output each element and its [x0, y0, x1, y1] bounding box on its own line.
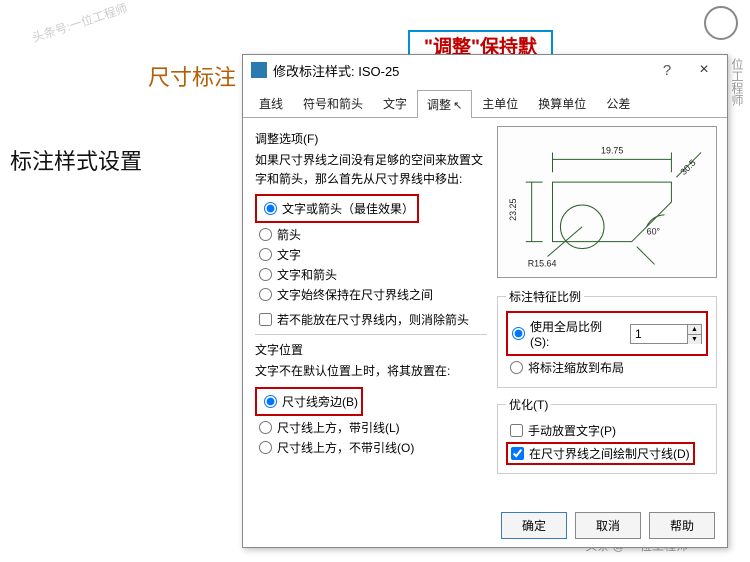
opt-text-label: 文字 — [277, 246, 301, 263]
tab-symbols[interactable]: 符号和箭头 — [293, 89, 373, 117]
opt-scale-layout[interactable]: 将标注缩放到布局 — [510, 359, 708, 376]
opt-manual-place-label: 手动放置文字(P) — [528, 422, 616, 439]
opt-best-fit-label: 文字或箭头（最佳效果） — [282, 200, 414, 217]
fit-group-label: 调整选项(F) — [255, 130, 487, 147]
scale-legend: 标注特征比例 — [506, 288, 584, 305]
highlight-fit-best: 文字或箭头（最佳效果） — [255, 194, 419, 223]
opt-best-fit[interactable]: 文字或箭头（最佳效果） — [264, 200, 414, 217]
dialog-title: 修改标注样式: ISO-25 — [273, 61, 647, 80]
page-title: 尺寸标注 — [148, 60, 236, 92]
radio-both[interactable] — [259, 268, 272, 281]
tuning-group: 优化(T) 手动放置文字(P) 在尺寸界线之间绘制尺寸线(D) — [497, 396, 717, 474]
cursor-icon: ↖ — [453, 100, 462, 112]
cancel-button[interactable]: 取消 — [575, 512, 641, 539]
opt-global-scale[interactable]: 使用全局比例(S): — [512, 318, 618, 349]
dim-top: 19.75 — [601, 145, 623, 155]
radio-global-scale[interactable] — [512, 327, 525, 340]
opt-draw-dimline[interactable]: 在尺寸界线之间绘制尺寸线(D) — [511, 445, 690, 462]
radio-always[interactable] — [259, 288, 272, 301]
right-column: 19.75 23.25 30.5 R15.64 60° 标注特征比例 使用全局比… — [497, 126, 717, 482]
opt-over-noleader[interactable]: 尺寸线上方，不带引线(O) — [259, 439, 487, 456]
check-manual-place[interactable] — [510, 424, 523, 437]
tab-text[interactable]: 文字 — [373, 89, 417, 117]
opt-always[interactable]: 文字始终保持在尺寸界线之间 — [259, 286, 487, 303]
opt-beside[interactable]: 尺寸线旁边(B) — [264, 393, 358, 410]
textpos-desc: 文字不在默认位置上时，将其放置在: — [255, 362, 487, 381]
textpos-group-label: 文字位置 — [255, 341, 487, 358]
check-suppress[interactable] — [259, 313, 272, 326]
radio-over-noleader[interactable] — [259, 441, 272, 454]
section-title: 标注样式设置 — [10, 144, 142, 176]
opt-over-leader[interactable]: 尺寸线上方，带引线(L) — [259, 419, 487, 436]
highlight-scale: 使用全局比例(S): ▲▼ — [506, 311, 708, 356]
check-draw-dimline[interactable] — [511, 447, 524, 460]
opt-draw-dimline-label: 在尺寸界线之间绘制尺寸线(D) — [529, 445, 690, 462]
watermark-top-left: 头条号:一位工程师 — [30, 0, 130, 46]
tab-primary[interactable]: 主单位 — [472, 89, 528, 117]
dim-left: 23.25 — [508, 198, 518, 220]
divider — [255, 334, 487, 335]
opt-global-scale-label: 使用全局比例(S): — [530, 318, 618, 349]
watermark-side: 位工程师 — [729, 58, 746, 106]
tuning-legend: 优化(T) — [506, 396, 551, 413]
dim-r: R15.64 — [528, 258, 557, 268]
tab-fit[interactable]: 调整↖ — [417, 90, 472, 118]
radio-beside[interactable] — [264, 395, 277, 408]
dim-diag: 30.5 — [678, 158, 697, 177]
spin-up-icon[interactable]: ▲ — [687, 325, 701, 335]
scale-input[interactable] — [631, 325, 687, 343]
opt-suppress-label: 若不能放在尺寸界线内，则消除箭头 — [277, 311, 469, 328]
tab-lines[interactable]: 直线 — [249, 89, 293, 117]
app-icon — [251, 62, 267, 78]
radio-over-leader[interactable] — [259, 421, 272, 434]
left-column: 调整选项(F) 如果尺寸界线之间没有足够的空间来放置文字和箭头，那么首先从尺寸界… — [255, 126, 487, 482]
radio-text[interactable] — [259, 248, 272, 261]
ok-button[interactable]: 确定 — [501, 512, 567, 539]
highlight-beside: 尺寸线旁边(B) — [255, 387, 363, 416]
opt-text[interactable]: 文字 — [259, 246, 487, 263]
opt-over-noleader-label: 尺寸线上方，不带引线(O) — [277, 439, 414, 456]
opt-over-leader-label: 尺寸线上方，带引线(L) — [277, 419, 400, 436]
opt-beside-label: 尺寸线旁边(B) — [282, 393, 358, 410]
radio-best-fit[interactable] — [264, 202, 277, 215]
dialog-footer: 确定 取消 帮助 — [501, 512, 715, 539]
tab-strip: 直线 符号和箭头 文字 调整↖ 主单位 换算单位 公差 — [243, 89, 727, 118]
highlight-drawdim: 在尺寸界线之间绘制尺寸线(D) — [506, 442, 695, 465]
opt-scale-layout-label: 将标注缩放到布局 — [528, 359, 624, 376]
scale-spinner[interactable]: ▲▼ — [630, 324, 702, 344]
help-button[interactable]: ? — [653, 62, 681, 79]
spin-down-icon[interactable]: ▼ — [687, 335, 701, 344]
close-button[interactable]: × — [687, 61, 721, 79]
scale-group: 标注特征比例 使用全局比例(S): ▲▼ 将标注缩放到布局 — [497, 288, 717, 388]
opt-both[interactable]: 文字和箭头 — [259, 266, 487, 283]
dimstyle-dialog: 修改标注样式: ISO-25 ? × 直线 符号和箭头 文字 调整↖ 主单位 换… — [242, 54, 728, 548]
radio-arrows[interactable] — [259, 228, 272, 241]
preview-pane: 19.75 23.25 30.5 R15.64 60° — [497, 126, 717, 278]
watermark-circle — [704, 6, 738, 40]
help-footer-button[interactable]: 帮助 — [649, 512, 715, 539]
titlebar: 修改标注样式: ISO-25 ? × — [243, 55, 727, 85]
opt-arrows[interactable]: 箭头 — [259, 226, 487, 243]
tab-tolerance[interactable]: 公差 — [596, 89, 640, 117]
fit-desc: 如果尺寸界线之间没有足够的空间来放置文字和箭头，那么首先从尺寸界线中移出: — [255, 151, 487, 188]
opt-manual-place[interactable]: 手动放置文字(P) — [510, 422, 708, 439]
tab-fit-label: 调整 — [427, 98, 451, 112]
opt-arrows-label: 箭头 — [277, 226, 301, 243]
tab-alternate[interactable]: 换算单位 — [528, 89, 596, 117]
radio-scale-layout[interactable] — [510, 361, 523, 374]
opt-both-label: 文字和箭头 — [277, 266, 337, 283]
dim-ang: 60° — [647, 227, 661, 237]
opt-suppress[interactable]: 若不能放在尺寸界线内，则消除箭头 — [259, 311, 487, 328]
preview-svg: 19.75 23.25 30.5 R15.64 60° — [498, 127, 716, 277]
opt-always-label: 文字始终保持在尺寸界线之间 — [277, 286, 433, 303]
